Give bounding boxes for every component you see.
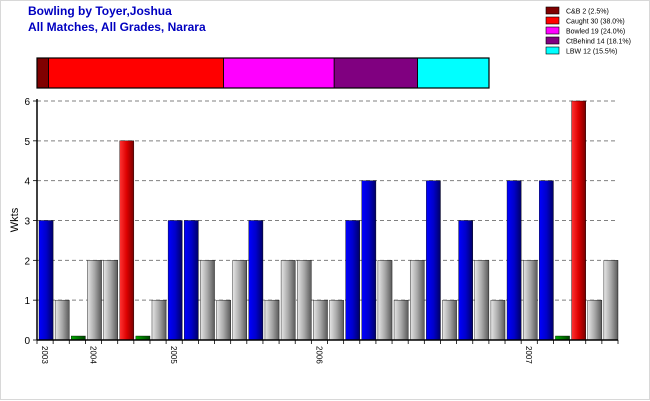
- bar-10: [200, 260, 215, 341]
- bar-13: [248, 220, 264, 341]
- y-tick-label-1: 1: [24, 296, 30, 307]
- bar-16: [297, 260, 312, 341]
- bar-30: [522, 260, 538, 341]
- share-segment-caught: [48, 57, 225, 89]
- share-segment-lbw: [417, 57, 490, 89]
- legend-label-lbw: LBW 12 (15.5%): [566, 49, 617, 56]
- legend-swatch-lbw: [545, 46, 560, 55]
- legend-swatch-cb: [545, 6, 560, 15]
- x-tick-labels: 2003 2004 2005 2006 2007: [40, 346, 533, 364]
- legend-swatch-ctbehind: [545, 36, 560, 45]
- y-tick-label-6: 6: [24, 97, 30, 108]
- y-tick-label-3: 3: [24, 217, 30, 228]
- legend: C&B 2 (2.5%) Caught 30 (38.0%) Bowled 19 (…: [545, 6, 631, 56]
- y-tick-label-5: 5: [24, 137, 30, 148]
- bar-17: [313, 299, 328, 341]
- bar-26: [458, 220, 473, 341]
- bar-4: [103, 260, 118, 341]
- y-tick-label-2: 2: [24, 256, 30, 267]
- chart-subtitle: All Matches, All Grades, Narara: [28, 20, 206, 34]
- y-tick-label-4: 4: [24, 177, 30, 188]
- bar-28: [490, 299, 506, 341]
- legend-swatch-caught: [545, 16, 560, 25]
- share-segment-bowled: [223, 57, 335, 89]
- legend-label-ctbehind: CtBehind 14 (18.1%): [566, 39, 631, 46]
- bar-5: [119, 140, 135, 341]
- bar-35: [603, 260, 619, 341]
- bar-22: [393, 299, 409, 341]
- bar-0: [38, 220, 54, 341]
- share-segment-cb: [36, 57, 49, 89]
- bar-12: [232, 260, 248, 341]
- x-tick-label-2005: 2005: [169, 346, 178, 364]
- bar-23: [409, 260, 425, 341]
- y-axis-title: Wkts: [9, 207, 21, 232]
- axes: [33, 99, 619, 344]
- x-tick-label-2003: 2003: [40, 346, 49, 364]
- bar-11: [216, 299, 231, 341]
- x-tick-label-2006: 2006: [314, 346, 323, 364]
- bar-29: [506, 180, 522, 341]
- legend-label-caught: Caught 30 (38.0%): [566, 19, 625, 26]
- bar-9: [184, 220, 199, 341]
- bar-15: [280, 260, 296, 341]
- x-tick-label-2004: 2004: [88, 346, 97, 364]
- chart-title: Bowling by Toyer,Joshua: [28, 4, 172, 18]
- bar-18: [329, 299, 344, 341]
- bar-24: [426, 180, 441, 341]
- dismissal-share-bar: [36, 57, 490, 89]
- bar-31: [539, 180, 554, 341]
- bar-8: [167, 220, 183, 341]
- y-tick-labels: 0 1 2 3 4 5 6: [24, 97, 30, 347]
- bar-34: [587, 299, 603, 341]
- bar-27: [474, 260, 490, 341]
- legend-label-cb: C&B 2 (2.5%): [566, 9, 609, 16]
- legend-swatch-bowled: [545, 26, 560, 35]
- legend-label-bowled: Bowled 19 (24.0%): [566, 29, 625, 36]
- bar-33: [571, 100, 586, 341]
- share-bar-outline: [36, 57, 490, 89]
- bar-21: [377, 260, 393, 341]
- y-tick-label-0: 0: [24, 336, 30, 347]
- bar-1: [54, 299, 70, 341]
- bar-25: [442, 299, 457, 341]
- x-tick-label-2007: 2007: [524, 346, 533, 364]
- bar-14: [264, 299, 280, 341]
- bar-7: [151, 299, 167, 341]
- bar-3: [87, 260, 102, 341]
- bar-20: [361, 180, 377, 341]
- bar-19: [345, 220, 360, 341]
- share-segment-ctbehind: [333, 57, 418, 89]
- bar-series: [38, 100, 619, 341]
